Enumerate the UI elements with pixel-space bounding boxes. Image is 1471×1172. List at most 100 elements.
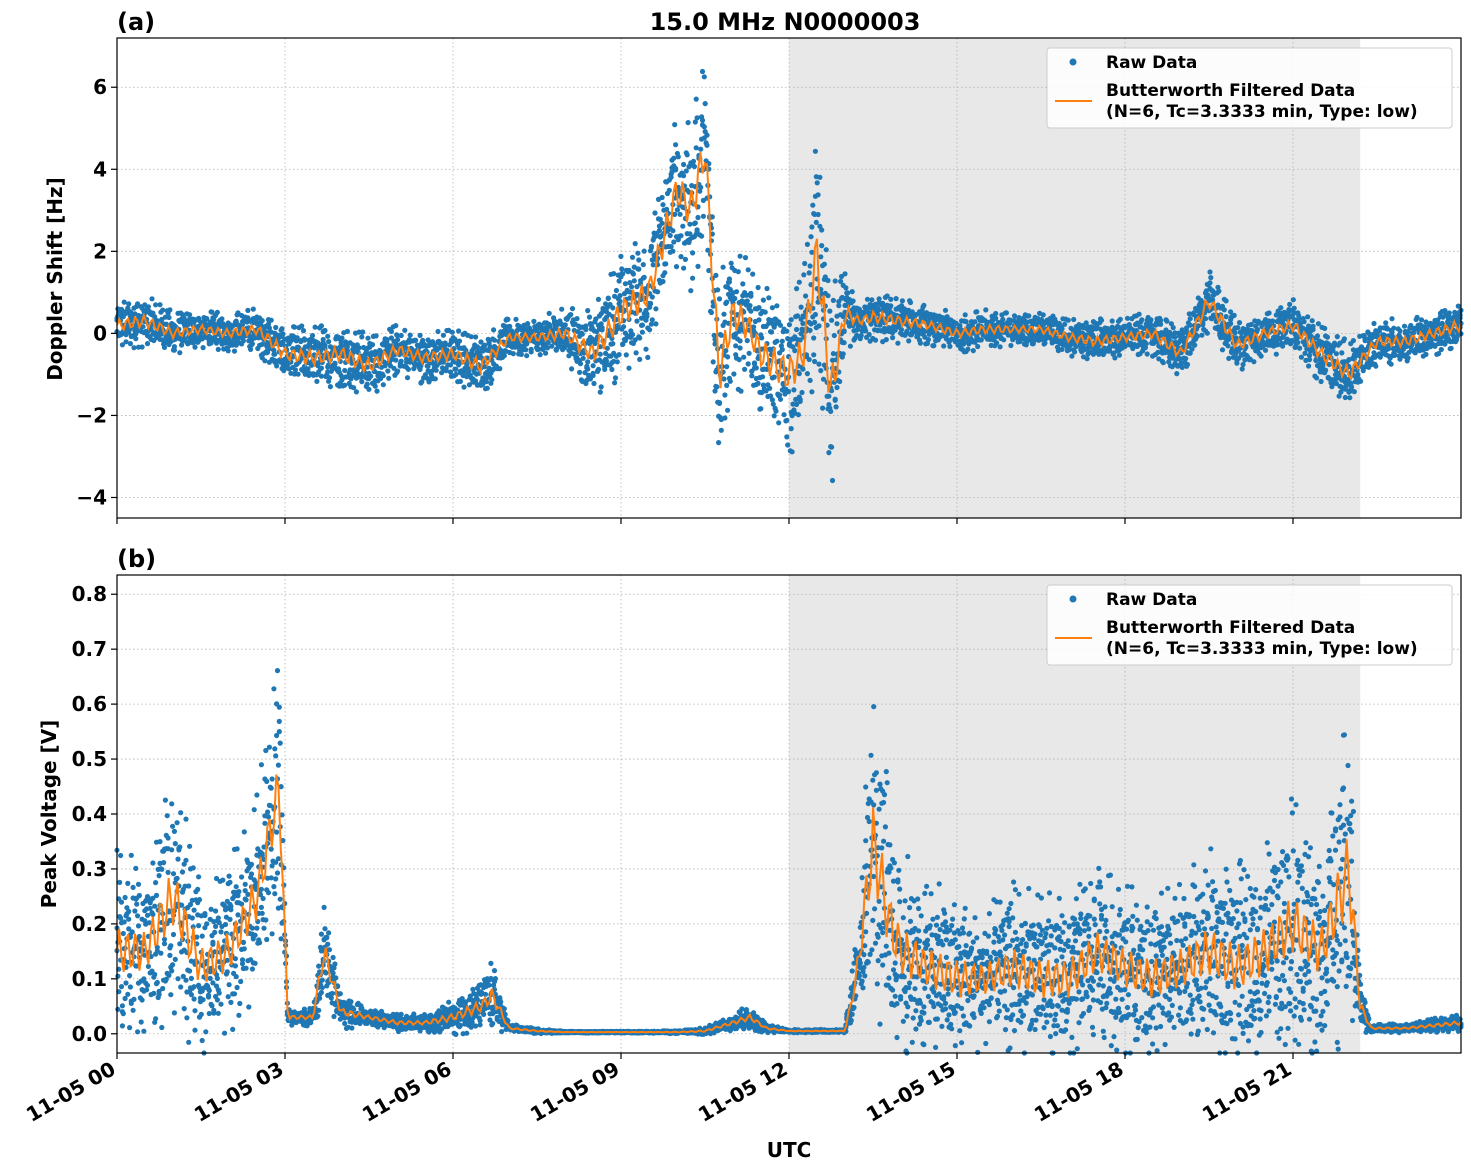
- raw-point: [801, 272, 807, 278]
- raw-point: [220, 877, 226, 883]
- raw-point: [678, 254, 684, 260]
- raw-point: [994, 340, 1000, 346]
- raw-point: [812, 148, 819, 154]
- raw-point: [620, 271, 626, 277]
- raw-point: [325, 333, 331, 339]
- raw-point: [888, 303, 894, 309]
- raw-point: [195, 886, 201, 893]
- raw-point: [634, 284, 640, 290]
- raw-point: [1442, 308, 1448, 314]
- raw-point: [161, 344, 168, 350]
- raw-point: [159, 1024, 165, 1031]
- raw-point: [384, 336, 390, 343]
- raw-point: [442, 340, 448, 346]
- raw-point: [198, 1011, 204, 1018]
- raw-point: [653, 321, 659, 327]
- raw-point: [218, 929, 224, 935]
- raw-point: [683, 168, 689, 174]
- raw-point: [231, 991, 238, 997]
- raw-point: [1298, 354, 1304, 360]
- raw-point: [1334, 334, 1340, 340]
- raw-point: [769, 305, 776, 311]
- raw-point: [1207, 269, 1213, 275]
- raw-point: [150, 860, 156, 866]
- raw-point: [393, 357, 399, 363]
- raw-point: [172, 956, 178, 963]
- raw-point: [122, 894, 128, 901]
- raw-point: [131, 345, 137, 351]
- raw-point: [864, 296, 871, 302]
- raw-point: [433, 367, 439, 373]
- raw-point: [598, 384, 604, 390]
- raw-point: [123, 980, 129, 986]
- raw-point: [404, 375, 411, 381]
- raw-point: [809, 224, 815, 230]
- raw-point: [167, 307, 173, 313]
- raw-point: [794, 326, 800, 333]
- raw-point: [747, 303, 753, 309]
- raw-point: [482, 342, 488, 348]
- raw-point: [497, 366, 503, 372]
- raw-point: [1235, 325, 1241, 331]
- raw-point: [708, 309, 715, 316]
- raw-point: [1011, 313, 1018, 319]
- raw-point: [619, 266, 625, 272]
- raw-point: [736, 357, 742, 363]
- raw-point: [617, 293, 623, 299]
- raw-point: [192, 344, 198, 350]
- raw-point: [119, 342, 125, 348]
- raw-point: [762, 309, 768, 315]
- raw-point: [1314, 375, 1320, 381]
- raw-point: [211, 316, 217, 322]
- raw-point: [800, 320, 806, 327]
- raw-point: [834, 384, 840, 391]
- raw-point: [814, 180, 820, 186]
- raw-point: [265, 321, 272, 327]
- raw-point: [837, 378, 843, 385]
- raw-point: [742, 366, 748, 372]
- raw-point: [827, 308, 833, 314]
- raw-point: [453, 366, 459, 372]
- raw-point: [351, 385, 357, 391]
- raw-point: [178, 984, 184, 990]
- raw-point: [833, 404, 839, 410]
- raw-point: [647, 300, 654, 306]
- raw-point: [417, 332, 423, 338]
- raw-point: [715, 287, 721, 293]
- raw-point: [819, 243, 825, 249]
- raw-point: [701, 74, 707, 80]
- raw-point: [505, 316, 511, 322]
- raw-point: [965, 346, 971, 352]
- raw-point: [722, 415, 728, 421]
- raw-point: [645, 354, 651, 360]
- raw-point: [648, 321, 655, 327]
- raw-point: [1457, 315, 1463, 321]
- raw-point: [474, 344, 480, 350]
- raw-point: [318, 365, 324, 371]
- raw-point: [1258, 353, 1264, 359]
- raw-point: [1221, 307, 1227, 313]
- panel-a-label: (a): [117, 8, 155, 36]
- raw-point: [215, 346, 221, 352]
- raw-point: [623, 352, 629, 358]
- raw-point: [630, 271, 637, 277]
- raw-point: [190, 865, 196, 871]
- raw-point: [119, 1023, 125, 1029]
- raw-point: [524, 341, 530, 347]
- raw-point: [226, 982, 232, 988]
- raw-point: [768, 329, 775, 335]
- raw-point: [157, 302, 163, 308]
- raw-point: [188, 992, 194, 998]
- raw-point: [1291, 305, 1297, 311]
- raw-point: [722, 392, 728, 398]
- raw-point: [1305, 314, 1311, 320]
- raw-point: [716, 440, 722, 446]
- raw-point: [579, 331, 585, 337]
- raw-point: [1236, 320, 1243, 326]
- raw-point: [804, 241, 811, 247]
- raw-point: [629, 284, 635, 290]
- raw-point: [693, 96, 699, 102]
- raw-point: [163, 321, 169, 327]
- raw-point: [132, 908, 138, 914]
